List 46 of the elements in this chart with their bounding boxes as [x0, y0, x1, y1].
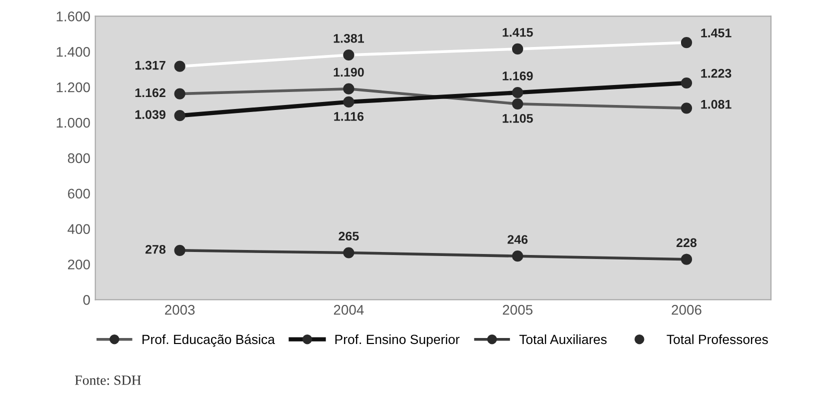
point — [512, 87, 524, 98]
data-label: 265 — [338, 232, 359, 241]
y-tick-label: 0 — [83, 295, 90, 305]
legend-label: Prof. Ensino Superior — [335, 334, 460, 347]
x-tick-label: 2004 — [334, 304, 364, 315]
y-tick-label: 1.600 — [56, 12, 90, 22]
data-label: 1.190 — [334, 68, 364, 77]
x-tick-label: 2006 — [672, 304, 702, 315]
point — [512, 250, 524, 262]
data-label: 278 — [145, 244, 166, 254]
y-tick-label: 800 — [68, 153, 90, 164]
legend-label: Prof. Educação Básica — [142, 334, 275, 347]
data-label: 1.317 — [135, 60, 166, 70]
data-label: 1.081 — [701, 100, 732, 109]
point — [343, 83, 354, 94]
y-tick-label: 1.000 — [56, 118, 90, 128]
data-label: 1.105 — [502, 114, 533, 123]
y-tick-label: 400 — [68, 224, 90, 234]
source-note: Fonte: SDH — [75, 376, 141, 385]
data-label: 228 — [676, 238, 697, 248]
x-tick-label: 2005 — [502, 304, 532, 315]
x-tick-label: 2003 — [165, 304, 195, 315]
y-tick-label: 200 — [68, 260, 90, 270]
data-label: 1.415 — [502, 28, 533, 37]
data-label: 1.039 — [135, 110, 166, 119]
data-label: 1.223 — [701, 68, 732, 78]
point — [174, 110, 186, 122]
data-label: 1.162 — [135, 88, 166, 98]
point — [680, 254, 692, 265]
point — [512, 98, 524, 110]
data-label: 1.116 — [334, 112, 364, 121]
legend-label: Total Auxiliares — [519, 334, 607, 344]
data-label: 1.381 — [334, 34, 364, 43]
data-label: 1.451 — [701, 28, 732, 38]
point — [343, 96, 354, 108]
legend-label: Total Professores — [666, 334, 768, 344]
point — [343, 247, 354, 258]
y-tick-label: 1.200 — [56, 82, 90, 92]
point — [680, 77, 692, 89]
point — [174, 88, 186, 100]
y-tick-label: 600 — [68, 188, 90, 199]
y-tick-label: 1.400 — [56, 46, 90, 57]
data-label: 246 — [508, 235, 528, 244]
data-label: 1.169 — [502, 72, 533, 80]
point — [680, 102, 692, 114]
point — [174, 244, 186, 256]
